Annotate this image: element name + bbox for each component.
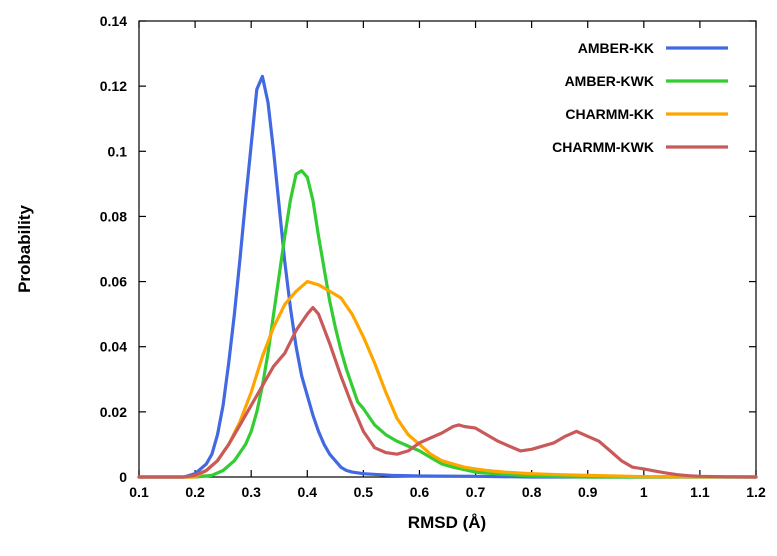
x-tick-label: 1.2 [746,484,766,500]
legend-label-amber-kwk: AMBER-KWK [565,73,654,89]
x-tick-label: 0.1 [129,484,149,500]
y-tick-label: 0.1 [108,143,128,159]
y-tick-labels: 0 0.02 0.04 0.06 0.08 0.1 0.12 0.14 [100,13,127,485]
series-line-amber-kwk [137,169,758,479]
x-tick-label: 0.3 [241,484,261,500]
y-tick-label: 0.14 [100,13,127,29]
legend-label-charmm-kwk: CHARMM-KWK [552,139,654,155]
series-line-charmm-kk [137,280,758,479]
y-tick-label: 0.06 [100,274,127,290]
y-tick-label: 0.08 [100,208,127,224]
series-line-amber-kk [137,74,758,479]
x-tick-label: 0.7 [466,484,486,500]
x-tick-label: 1.1 [690,484,710,500]
x-tick-label: 0.6 [410,484,430,500]
x-tick-label: 0.9 [578,484,598,500]
x-tick-label: 0.4 [298,484,318,500]
series-line-charmm-kwk [137,306,758,479]
y-tick-label: 0.12 [100,78,127,94]
y-axis-label: Probability [15,205,34,293]
legend-label-charmm-kk: CHARMM-KK [565,106,654,122]
x-tick-label: 0.5 [354,484,374,500]
x-tick-label: 0.2 [185,484,205,500]
legend: AMBER-KK AMBER-KWK CHARMM-KK CHARMM-KWK [552,40,728,155]
y-tick-label: 0.04 [100,339,127,355]
x-tick-label: 0.8 [522,484,542,500]
x-axis-label: RMSD (Å) [408,513,486,532]
x-tick-label: 1 [640,484,648,500]
x-tick-labels: 0.1 0.2 0.3 0.4 0.5 0.6 0.7 0.8 0.9 1 1.1 1.2 [129,484,766,500]
plot-frame [138,20,757,478]
axis-ticks [138,20,757,478]
series-lines [137,74,758,479]
y-tick-label: 0 [119,469,127,485]
y-tick-label: 0.02 [100,404,127,420]
legend-label-amber-kk: AMBER-KK [578,40,654,56]
